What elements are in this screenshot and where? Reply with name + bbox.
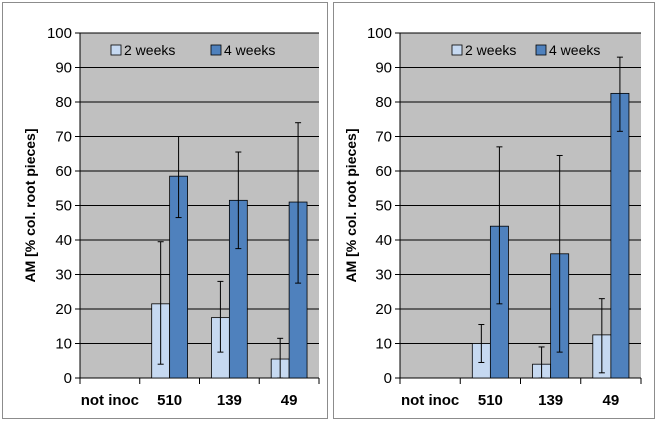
y-tick-label: 60	[55, 163, 72, 180]
x-tick-label: 49	[603, 392, 620, 409]
y-tick-label: 70	[375, 129, 392, 146]
legend-swatch	[451, 44, 463, 56]
y-tick-label: 80	[55, 94, 72, 111]
y-tick-label: 10	[375, 336, 392, 353]
chart-panel-right: 0 10 20 30 40 50 60 70 80 90 100 not inoc 510 139 49 2 …	[333, 2, 655, 419]
x-tick-label: 510	[478, 392, 503, 409]
x-tick-label: not inoc	[81, 392, 139, 409]
y-tick-label: 90	[55, 60, 72, 77]
y-axis-label: AM [% col. root pieces]	[343, 128, 359, 282]
bar-4-weeks	[610, 92, 630, 379]
y-tick-label: 100	[47, 25, 72, 42]
y-tick-label: 0	[384, 370, 392, 387]
y-tick-label: 100	[367, 25, 392, 42]
x-tick-label: not inoc	[401, 392, 459, 409]
x-tick-label: 139	[217, 392, 242, 409]
y-tick-label: 50	[375, 198, 392, 215]
chart-panel-left: 0 10 20 30 40 50 60 70 80 90 100 not inoc 510 139 49 2 …	[2, 2, 328, 419]
y-tick-label: 40	[375, 232, 392, 249]
legend-label: 4 weeks	[224, 42, 275, 58]
y-tick-label: 0	[64, 370, 72, 387]
y-tick-label: 20	[375, 301, 392, 318]
y-axis-label: AM [% col. root pieces]	[22, 128, 38, 282]
y-tick-label: 90	[375, 60, 392, 77]
y-tick-label: 70	[55, 129, 72, 146]
y-tick-label: 10	[55, 336, 72, 353]
y-tick-label: 30	[375, 267, 392, 284]
y-tick-label: 40	[55, 232, 72, 249]
y-tick-label: 80	[375, 94, 392, 111]
y-tick-label: 20	[55, 301, 72, 318]
legend-swatch	[110, 44, 122, 56]
y-tick-label: 60	[375, 163, 392, 180]
x-tick-label: 49	[281, 392, 298, 409]
chart-left-svg: 0 10 20 30 40 50 60 70 80 90 100 not inoc 510 139 49 2 …	[22, 25, 320, 409]
x-tick-label: 139	[538, 392, 563, 409]
chart-right-svg: 0 10 20 30 40 50 60 70 80 90 100 not inoc 510 139 49 2 …	[343, 25, 642, 409]
y-tick-label: 50	[55, 198, 72, 215]
y-tick-label: 30	[55, 267, 72, 284]
legend-label: 2 weeks	[124, 42, 175, 58]
legend-swatch	[210, 44, 222, 56]
legend-label: 2 weeks	[465, 42, 516, 58]
x-tick-label: 510	[157, 392, 182, 409]
legend-swatch	[535, 44, 547, 56]
legend-label: 4 weeks	[549, 42, 600, 58]
